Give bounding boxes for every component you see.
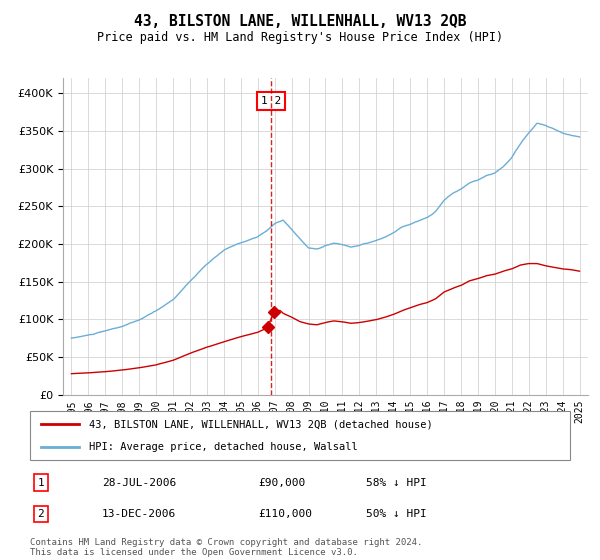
Text: £90,000: £90,000: [258, 478, 305, 488]
Text: 28-JUL-2006: 28-JUL-2006: [102, 478, 176, 488]
Text: 1: 1: [37, 478, 44, 488]
Text: Contains HM Land Registry data © Crown copyright and database right 2024.
This d: Contains HM Land Registry data © Crown c…: [30, 538, 422, 557]
Text: 2: 2: [37, 509, 44, 519]
Text: 1 2: 1 2: [260, 96, 281, 106]
Text: 43, BILSTON LANE, WILLENHALL, WV13 2QB: 43, BILSTON LANE, WILLENHALL, WV13 2QB: [134, 14, 466, 29]
FancyBboxPatch shape: [30, 411, 570, 460]
Text: Price paid vs. HM Land Registry's House Price Index (HPI): Price paid vs. HM Land Registry's House …: [97, 31, 503, 44]
Text: 58% ↓ HPI: 58% ↓ HPI: [366, 478, 427, 488]
Text: £110,000: £110,000: [258, 509, 312, 519]
Text: 50% ↓ HPI: 50% ↓ HPI: [366, 509, 427, 519]
Text: 43, BILSTON LANE, WILLENHALL, WV13 2QB (detached house): 43, BILSTON LANE, WILLENHALL, WV13 2QB (…: [89, 419, 433, 430]
Text: 13-DEC-2006: 13-DEC-2006: [102, 509, 176, 519]
Text: HPI: Average price, detached house, Walsall: HPI: Average price, detached house, Wals…: [89, 442, 358, 452]
